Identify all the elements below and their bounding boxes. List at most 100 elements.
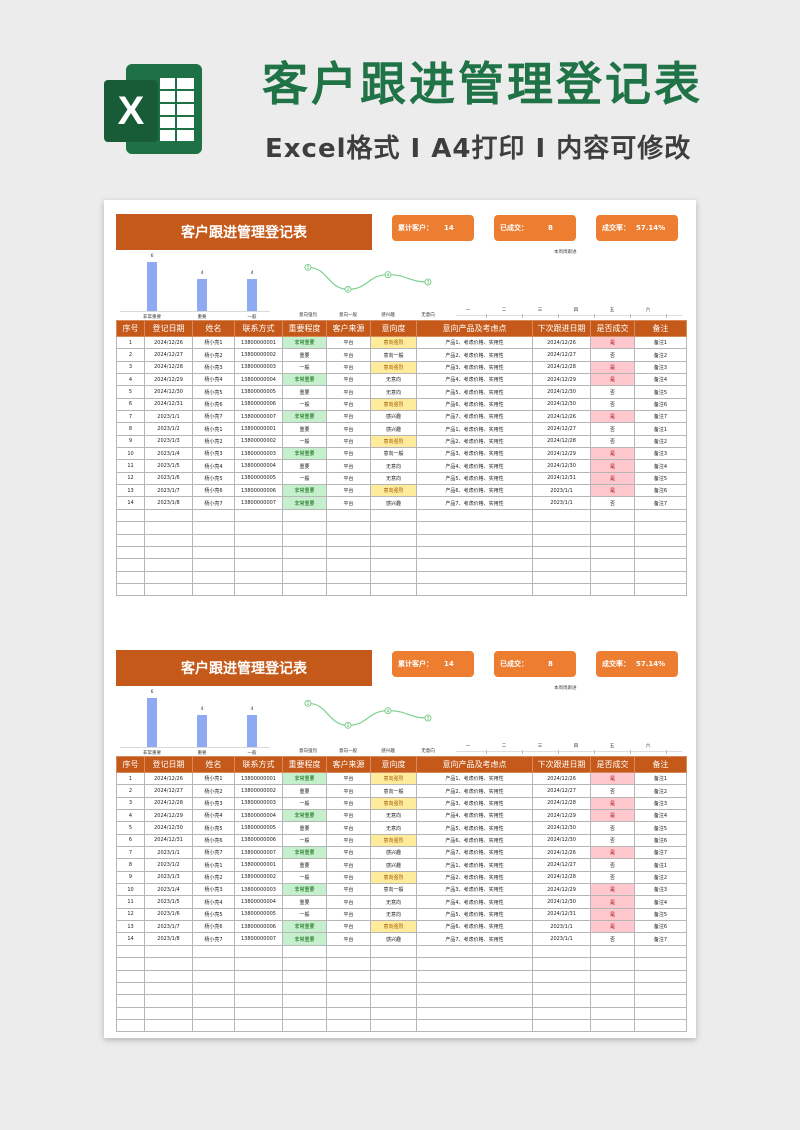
table-cell[interactable]: 13800000006 [234, 484, 283, 498]
table-cell[interactable]: 否 [590, 397, 635, 412]
table-cell[interactable] [370, 981, 417, 996]
table-cell[interactable]: 备注4 [634, 459, 687, 473]
table-cell[interactable]: 产品7、考虑价格、实用性 [416, 846, 533, 860]
table-cell[interactable]: 杨小亮5 [192, 471, 235, 486]
table-cell[interactable]: 产品5、考虑价格、实用性 [416, 385, 533, 399]
table-cell[interactable]: 2024/12/30 [532, 833, 591, 848]
table-cell[interactable] [532, 944, 591, 959]
table-cell[interactable]: 3 [116, 796, 145, 811]
table-cell[interactable]: 备注2 [634, 348, 687, 362]
table-cell[interactable] [116, 521, 145, 535]
table-cell[interactable] [326, 981, 371, 996]
table-cell[interactable] [144, 533, 193, 547]
table-cell[interactable]: 2023/1/6 [144, 471, 193, 486]
table-cell[interactable]: 杨小亮2 [192, 348, 235, 362]
table-cell[interactable] [532, 1018, 591, 1033]
table-cell[interactable] [326, 545, 371, 560]
table-cell[interactable] [234, 582, 283, 597]
table-cell[interactable] [590, 570, 635, 584]
table-cell[interactable]: 重要 [282, 385, 327, 399]
table-cell[interactable]: 4 [116, 373, 145, 387]
table-cell[interactable]: 8 [116, 858, 145, 872]
table-cell[interactable] [634, 521, 687, 535]
table-cell[interactable]: 产品1、考虑价格、实用性 [416, 771, 533, 786]
table-cell[interactable] [416, 558, 533, 572]
table-cell[interactable]: 2024/12/26 [532, 771, 591, 786]
table-cell[interactable] [416, 521, 533, 535]
table-cell[interactable]: 2024/12/30 [532, 397, 591, 412]
table-cell[interactable]: 13800000007 [234, 846, 283, 860]
table-cell[interactable]: 杨小亮7 [192, 496, 235, 510]
table-cell[interactable]: 13800000006 [234, 833, 283, 848]
table-cell[interactable]: 13800000006 [234, 920, 283, 934]
table-cell[interactable] [116, 582, 145, 597]
table-cell[interactable]: 杨小亮4 [192, 459, 235, 473]
table-cell[interactable]: 2024/12/30 [532, 459, 591, 473]
table-cell[interactable]: 平台 [326, 833, 371, 848]
table-cell[interactable] [590, 533, 635, 547]
table-cell[interactable]: 13800000003 [234, 796, 283, 811]
table-cell[interactable] [416, 994, 533, 1008]
table-cell[interactable] [590, 944, 635, 959]
table-cell[interactable]: 13800000005 [234, 821, 283, 835]
table-cell[interactable]: 产品4、考虑价格、实用性 [416, 809, 533, 823]
table-cell[interactable]: 2024/12/27 [144, 784, 193, 798]
table-cell[interactable]: 2024/12/29 [532, 447, 591, 461]
table-cell[interactable]: 备注5 [634, 821, 687, 835]
table-cell[interactable] [116, 558, 145, 572]
table-cell[interactable]: 杨小亮3 [192, 447, 235, 461]
table-cell[interactable] [326, 508, 371, 523]
table-cell[interactable]: 杨小亮4 [192, 895, 235, 909]
table-cell[interactable]: 平台 [326, 920, 371, 934]
table-cell[interactable]: 杨小亮1 [192, 335, 235, 350]
table-cell[interactable] [416, 957, 533, 971]
table-cell[interactable]: 一般 [282, 833, 327, 848]
table-cell[interactable] [634, 570, 687, 584]
table-cell[interactable]: 意向强烈 [370, 335, 417, 350]
table-cell[interactable] [116, 1006, 145, 1020]
table-cell[interactable]: 13800000001 [234, 335, 283, 350]
table-cell[interactable]: 无意向 [370, 459, 417, 473]
table-cell[interactable] [370, 521, 417, 535]
table-cell[interactable]: 是 [590, 796, 635, 811]
table-cell[interactable]: 是 [590, 447, 635, 461]
table-cell[interactable]: 备注7 [634, 496, 687, 510]
table-cell[interactable]: 2024/12/28 [532, 434, 591, 449]
table-cell[interactable]: 产品5、考虑价格、实用性 [416, 907, 533, 922]
table-cell[interactable]: 杨小亮6 [192, 920, 235, 934]
table-cell[interactable]: 产品5、考虑价格、实用性 [416, 471, 533, 486]
table-cell[interactable]: 平台 [326, 895, 371, 909]
table-cell[interactable]: 2024/12/28 [144, 796, 193, 811]
table-cell[interactable] [634, 582, 687, 597]
table-cell[interactable]: 10 [116, 883, 145, 897]
table-cell[interactable]: 产品6、考虑价格、实用性 [416, 484, 533, 498]
table-cell[interactable]: 13800000001 [234, 858, 283, 872]
table-cell[interactable] [234, 969, 283, 983]
table-cell[interactable]: 意向强烈 [370, 484, 417, 498]
table-cell[interactable]: 无意向 [370, 907, 417, 922]
table-cell[interactable] [416, 969, 533, 983]
table-cell[interactable] [144, 969, 193, 983]
table-cell[interactable] [370, 570, 417, 584]
table-cell[interactable]: 非常重要 [282, 932, 327, 946]
table-cell[interactable]: 12 [116, 907, 145, 922]
table-cell[interactable]: 非常重要 [282, 335, 327, 350]
table-cell[interactable] [416, 1006, 533, 1020]
table-cell[interactable]: 平台 [326, 932, 371, 946]
table-cell[interactable]: 产品4、考虑价格、实用性 [416, 373, 533, 387]
table-cell[interactable]: 无意向 [370, 809, 417, 823]
table-cell[interactable]: 2024/12/29 [532, 883, 591, 897]
table-cell[interactable]: 意向强烈 [370, 771, 417, 786]
table-cell[interactable]: 平台 [326, 459, 371, 473]
table-cell[interactable]: 13800000003 [234, 883, 283, 897]
table-cell[interactable] [282, 994, 327, 1008]
table-cell[interactable]: 杨小亮2 [192, 784, 235, 798]
table-cell[interactable]: 杨小亮1 [192, 858, 235, 872]
table-cell[interactable]: 非常重要 [282, 447, 327, 461]
table-cell[interactable]: 6 [116, 833, 145, 848]
table-cell[interactable]: 意向强烈 [370, 434, 417, 449]
table-cell[interactable] [116, 957, 145, 971]
table-cell[interactable] [144, 558, 193, 572]
table-cell[interactable]: 感兴趣 [370, 932, 417, 946]
table-cell[interactable]: 否 [590, 858, 635, 872]
